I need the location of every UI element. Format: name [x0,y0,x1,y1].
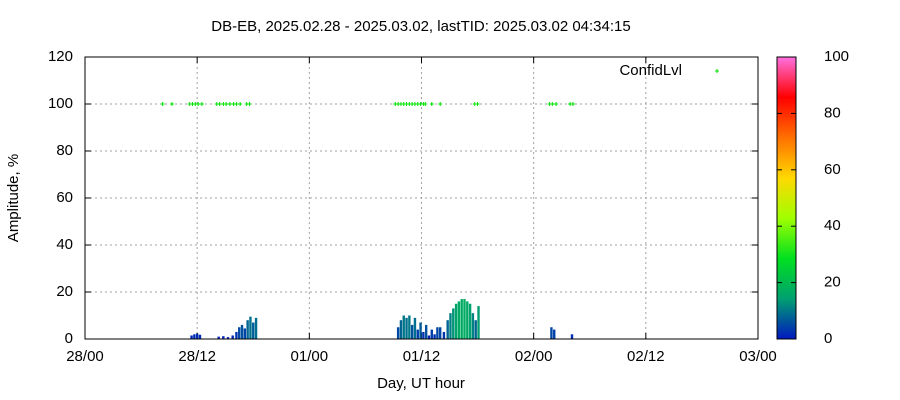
point [423,102,428,106]
amplitude-bar [235,331,238,339]
amplitude-bar [254,317,258,339]
point [438,102,443,106]
x-tick-label: 01/00 [291,348,329,365]
amplitude-bar [471,313,475,339]
point [570,102,575,106]
point [247,102,252,106]
amplitude-bar [413,317,417,339]
amplitude-bar [226,337,230,339]
colorbar-tick-label: 100 [824,48,849,65]
point [554,102,559,106]
y-axis-label: Amplitude, % [5,154,22,242]
point [217,102,222,106]
amplitude-bar [231,335,234,339]
x-tick-label: 02/00 [515,348,553,365]
colorbar-tick-label: 60 [824,161,841,178]
amplitude-bar [457,301,461,339]
colorbar-tick-label: 0 [824,330,832,347]
colorbar [776,56,797,340]
amplitude-bar [553,329,556,339]
y-tick-label: 100 [48,95,73,112]
amplitude-bar [438,327,442,339]
amplitude-bar [217,336,220,339]
amplitude-bar [436,327,439,339]
point [196,102,201,106]
point [224,102,229,106]
amplitude-bar [452,308,455,339]
amplitude-bar [416,329,419,339]
amplitude-bar [446,320,449,339]
point [199,102,204,106]
amplitude-bar [402,315,405,339]
amplitude-bar [430,329,433,339]
amplitude-bar [399,320,403,339]
amplitude-bar [442,331,446,339]
y-tick-label: 60 [56,189,73,206]
amplitude-bar [433,334,436,339]
amplitude-bar [550,327,553,339]
colorbar-tick-label: 20 [824,274,841,291]
amplitude-bar [238,327,241,339]
amplitude-bar [410,324,414,339]
amplitude-bar [449,313,452,339]
amplitude-bar [240,324,244,339]
amplitude-bar [246,320,249,339]
amplitude-bar [408,315,411,339]
amplitude-bar [193,334,196,339]
plot-border [84,56,759,340]
y-tick-label: 80 [56,142,73,159]
chart-title: DB-EB, 2025.02.28 - 2025.03.02, lastTID:… [211,18,630,35]
point [234,102,239,106]
amplitude-bar [424,324,428,339]
amplitude-bar [570,334,574,339]
amplitude-bar [463,299,466,339]
amplitude-bar [422,331,425,339]
amplitude-bar [474,320,477,339]
point [227,102,232,106]
amplitude-bar [427,335,431,339]
x-axis-label: Day, UT hour [377,375,465,392]
y-tick-label: 40 [56,236,73,253]
amplitude-bar [396,327,400,339]
legend-marker [715,69,719,73]
colorbar-tick-label: 80 [824,104,841,121]
y-tick-label: 20 [56,283,73,300]
point [169,102,174,106]
y-tick-label: 0 [65,330,73,347]
amplitude-bar [477,306,480,339]
colorbar-tick-label: 40 [824,217,841,234]
amplitude-bar [468,303,472,339]
amplitude-bar [252,322,255,339]
point [429,102,434,106]
point [475,102,480,106]
amplitude-bar [249,316,252,339]
amplitude-bar [460,299,463,339]
legend-label: ConfidLvl [619,62,682,79]
point [238,102,243,106]
amplitude-bar [222,336,225,339]
amplitude-bar [466,301,469,339]
amplitude-bar [454,303,458,339]
x-tick-label: 01/12 [403,348,441,365]
x-tick-label: 02/12 [627,348,665,365]
amplitude-bar [195,333,199,339]
amplitude-bar [198,334,202,339]
point [550,102,555,106]
amplitude-bar [243,328,247,339]
amplitude-bar [405,317,408,339]
x-tick-label: 28/00 [66,348,104,365]
point [160,102,165,106]
x-tick-label: 28/12 [178,348,216,365]
x-tick-label: 03/00 [739,348,777,365]
y-tick-label: 120 [48,48,73,65]
amplitude-bar [190,335,193,339]
amplitude-bar [419,322,422,339]
